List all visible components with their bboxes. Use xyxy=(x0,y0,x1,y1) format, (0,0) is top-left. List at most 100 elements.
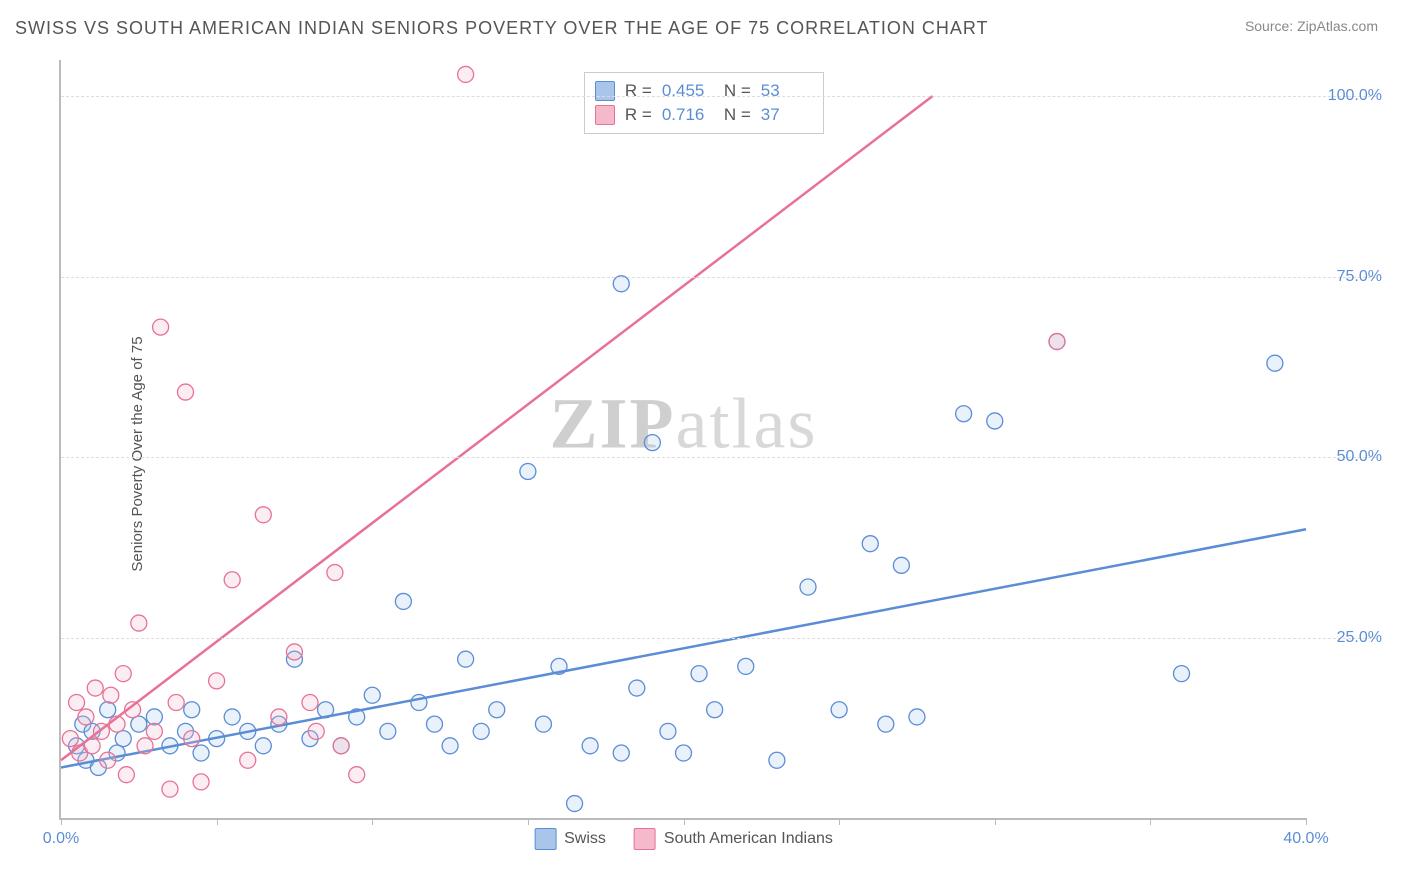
source-name: ZipAtlas.com xyxy=(1297,18,1378,34)
data-point xyxy=(168,694,184,710)
gridline xyxy=(61,457,1376,458)
chart-container: Seniors Poverty Over the Age of 75 ZIPat… xyxy=(35,48,1388,860)
data-point xyxy=(567,796,583,812)
data-point xyxy=(118,767,134,783)
stat-n-label: N = xyxy=(724,81,751,101)
stat-n-value: 53 xyxy=(761,81,813,101)
data-point xyxy=(100,752,116,768)
data-point xyxy=(707,702,723,718)
data-point xyxy=(520,463,536,479)
data-point xyxy=(240,752,256,768)
data-point xyxy=(535,716,551,732)
data-point xyxy=(380,723,396,739)
data-point xyxy=(286,644,302,660)
data-point xyxy=(427,716,443,732)
correlation-stats-box: R = 0.455 N = 53R = 0.716 N = 37 xyxy=(584,72,824,134)
data-point xyxy=(1049,334,1065,350)
data-point xyxy=(178,384,194,400)
y-tick-label: 50.0% xyxy=(1337,448,1382,466)
data-point xyxy=(862,536,878,552)
legend-label: Swiss xyxy=(564,830,606,848)
data-point xyxy=(893,557,909,573)
source-attribution: Source: ZipAtlas.com xyxy=(1245,18,1378,34)
y-tick-label: 25.0% xyxy=(1337,629,1382,647)
data-point xyxy=(909,709,925,725)
series-legend: Swiss South American Indians xyxy=(534,828,833,850)
legend-swatch xyxy=(595,81,615,101)
plot-svg xyxy=(61,60,1306,818)
x-tick xyxy=(1306,818,1307,825)
data-point xyxy=(442,738,458,754)
trend-line xyxy=(61,529,1306,767)
data-point xyxy=(87,680,103,696)
data-point xyxy=(137,738,153,754)
x-tick xyxy=(684,818,685,825)
gridline xyxy=(61,277,1376,278)
data-point xyxy=(1174,666,1190,682)
stat-r-label: R = xyxy=(625,105,652,125)
stat-row: R =0.455N =53 xyxy=(595,79,813,103)
data-point xyxy=(676,745,692,761)
data-point xyxy=(193,745,209,761)
source-label: Source: xyxy=(1245,18,1293,34)
stat-n-label: N = xyxy=(724,105,751,125)
x-tick-label: 40.0% xyxy=(1283,830,1328,848)
data-point xyxy=(209,673,225,689)
stat-r-value: 0.716 xyxy=(662,105,714,125)
data-point xyxy=(333,738,349,754)
data-point xyxy=(146,723,162,739)
data-point xyxy=(364,687,380,703)
data-point xyxy=(302,694,318,710)
data-point xyxy=(255,507,271,523)
data-point xyxy=(162,781,178,797)
data-point xyxy=(956,406,972,422)
data-point xyxy=(103,687,119,703)
legend-item: South American Indians xyxy=(634,828,833,850)
data-point xyxy=(831,702,847,718)
data-point xyxy=(489,702,505,718)
data-point xyxy=(78,709,94,725)
data-point xyxy=(878,716,894,732)
legend-swatch xyxy=(634,828,656,850)
x-tick xyxy=(372,818,373,825)
x-tick xyxy=(839,818,840,825)
data-point xyxy=(69,694,85,710)
trend-line xyxy=(61,96,933,760)
y-tick-label: 100.0% xyxy=(1328,87,1382,105)
legend-item: Swiss xyxy=(534,828,606,850)
x-tick-label: 0.0% xyxy=(43,830,79,848)
stat-r-value: 0.455 xyxy=(662,81,714,101)
data-point xyxy=(271,709,287,725)
data-point xyxy=(224,572,240,588)
x-tick xyxy=(1150,818,1151,825)
data-point xyxy=(115,666,131,682)
x-tick xyxy=(528,818,529,825)
data-point xyxy=(115,731,131,747)
data-point xyxy=(349,767,365,783)
data-point xyxy=(769,752,785,768)
data-point xyxy=(458,66,474,82)
data-point xyxy=(184,731,200,747)
data-point xyxy=(308,723,324,739)
gridline xyxy=(61,96,1376,97)
data-point xyxy=(800,579,816,595)
data-point xyxy=(395,593,411,609)
data-point xyxy=(987,413,1003,429)
legend-swatch xyxy=(534,828,556,850)
data-point xyxy=(100,702,116,718)
legend-swatch xyxy=(595,105,615,125)
y-tick-label: 75.0% xyxy=(1337,268,1382,286)
legend-label: South American Indians xyxy=(664,830,833,848)
stat-n-value: 37 xyxy=(761,105,813,125)
data-point xyxy=(193,774,209,790)
gridline xyxy=(61,638,1376,639)
plot-area: ZIPatlas R =0.455N =53R =0.716N =37 Swis… xyxy=(59,60,1306,820)
data-point xyxy=(184,702,200,718)
data-point xyxy=(153,319,169,335)
data-point xyxy=(224,709,240,725)
data-point xyxy=(131,615,147,631)
x-tick xyxy=(61,818,62,825)
data-point xyxy=(644,435,660,451)
stat-row: R = 0.716 N = 37 xyxy=(595,103,813,127)
data-point xyxy=(327,565,343,581)
